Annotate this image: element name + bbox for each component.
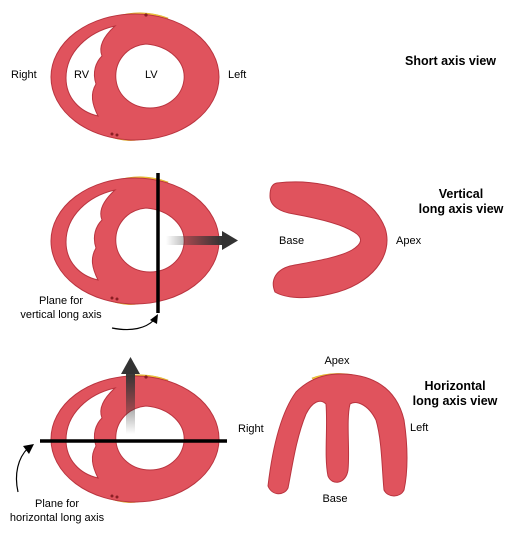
vertical-plane-pointer	[111, 319, 155, 331]
horizontal-title-line2: long axis view	[413, 394, 498, 408]
horizontal-plane-label-line1: Plane for	[35, 498, 79, 510]
horizontal-label-base: Base	[322, 493, 347, 505]
short-axis-title: Short axis view	[405, 54, 496, 68]
horizontal-label-right: Right	[238, 423, 264, 435]
horizontal-long-axis-section	[267, 373, 408, 497]
short-axis-label-right: Right	[11, 69, 37, 81]
vertical-long-axis-section	[269, 181, 388, 299]
vertical-title-line2: long axis view	[419, 202, 504, 216]
vertical-label-base: Base	[279, 235, 304, 247]
short-axis-heart	[50, 12, 220, 141]
short-axis-label-rv: RV	[74, 69, 90, 81]
horizontal-view-arrow	[121, 357, 140, 434]
horizontal-label-left: Left	[410, 422, 428, 434]
vertical-plane-label-line1: Plane for	[39, 295, 83, 307]
vertical-title-line1: Vertical	[439, 187, 483, 201]
horizontal-plane-label-line2: horizontal long axis	[10, 512, 105, 524]
horizontal-label-apex: Apex	[324, 355, 350, 367]
horizontal-title-line1: Horizontal	[424, 379, 485, 393]
vertical-label-apex: Apex	[396, 235, 422, 247]
vertical-plane-pointer-head	[150, 314, 158, 324]
short-axis-label-left: Left	[228, 69, 246, 81]
vertical-view-arrow	[166, 231, 238, 250]
vertical-plane-label-line2: vertical long axis	[20, 309, 102, 321]
horizontal-plane-pointer-head	[23, 444, 34, 454]
short-axis-label-lv: LV	[145, 69, 158, 81]
horizontal-plane-pointer	[15, 447, 29, 493]
